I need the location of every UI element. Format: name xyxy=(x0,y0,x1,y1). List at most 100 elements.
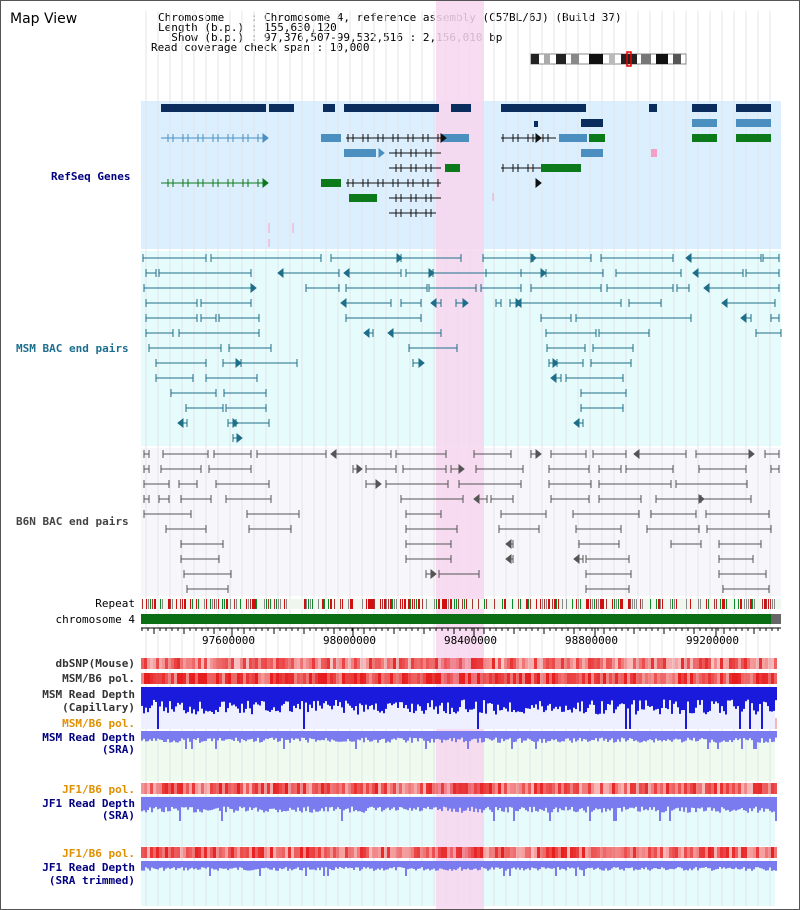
msm-sra-depth-bar xyxy=(533,731,535,742)
jf1-sra-depth-bar xyxy=(283,797,285,811)
repeat-element xyxy=(616,599,617,609)
msm-cap-depth-bar xyxy=(387,687,389,704)
jf1-trim-depth-bar xyxy=(299,861,301,870)
msm-b6-pol-heat xyxy=(492,673,495,684)
jf1-b6-pol-heat xyxy=(240,783,243,794)
jf1-b6-pol-heat xyxy=(624,783,627,794)
msm-b6-pol-heat xyxy=(582,673,585,684)
msm-sra-depth-bar xyxy=(503,731,505,742)
msm-cap-depth-bar xyxy=(463,687,465,700)
jf1-b6-pol-heat xyxy=(294,847,297,858)
dbsnp-heat xyxy=(456,658,459,669)
ideogram-band xyxy=(531,54,539,64)
msm-sra-depth-bar xyxy=(749,731,751,739)
msm-cap-depth-bar xyxy=(401,687,403,703)
jf1-trim-depth-bar xyxy=(175,861,177,870)
jf1-trim-depth-bar xyxy=(151,861,153,868)
msm-cap-depth-bar xyxy=(629,687,631,729)
msm-sra-depth-bar xyxy=(201,731,203,742)
jf1-trim-depth-bar xyxy=(285,861,287,868)
msm-sra-depth-bar xyxy=(433,731,435,743)
msm-sra-depth-bar xyxy=(197,731,199,739)
track-label-jf1-depth-trim: JF1 Read Depth xyxy=(42,861,135,874)
msm-cap-depth-bar xyxy=(457,687,459,712)
msm-b6-pol-heat xyxy=(291,673,294,684)
msm-bac-arrow xyxy=(177,417,184,429)
jf1-trim-depth-bar xyxy=(253,861,255,870)
jf1-sra-depth-bar xyxy=(363,797,365,813)
msm-b6-pol-heat xyxy=(213,673,216,684)
repeat-element xyxy=(572,599,573,609)
jf1-trim-depth-bar xyxy=(343,861,345,869)
jf1-sra-depth-bar xyxy=(369,797,371,808)
jf1-b6-pol-heat xyxy=(321,783,324,794)
jf1-sra-depth-bar xyxy=(217,797,219,808)
repeat-element xyxy=(192,599,193,609)
msm-cap-depth-bar xyxy=(235,687,237,707)
msm-sra-depth-bar xyxy=(633,731,635,742)
jf1-sra-depth-bar xyxy=(775,797,777,821)
jf1-trim-depth-bar xyxy=(275,861,277,871)
msm-cap-depth-bar xyxy=(239,687,241,713)
jf1-sra-depth-bar xyxy=(723,797,725,809)
jf1-sra-depth-bar xyxy=(225,797,227,813)
jf1-sra-depth-bar xyxy=(147,797,149,811)
jf1-b6-pol-heat xyxy=(501,847,504,858)
msm-cap-depth-bar xyxy=(655,687,657,710)
jf1-trim-depth-bar xyxy=(321,861,323,868)
repeat-element xyxy=(150,599,151,609)
msm-cap-depth-bar xyxy=(177,687,179,703)
jf1-sra-depth-bar xyxy=(213,797,215,810)
jf1-trim-depth-bar xyxy=(369,861,371,869)
jf1-b6-pol-heat xyxy=(555,847,558,858)
jf1-trim-depth-bar xyxy=(689,861,691,869)
jf1-b6-pol-heat xyxy=(399,847,402,858)
jf1-sra-depth-bar xyxy=(589,797,591,821)
msm-b6-pol-heat xyxy=(249,673,252,684)
dbsnp-heat xyxy=(768,658,771,669)
msm-cap-depth-bar xyxy=(591,687,593,701)
msm-cap-depth-bar xyxy=(395,687,397,703)
dbsnp-heat xyxy=(738,658,741,669)
jf1-sra-depth-bar xyxy=(741,797,743,809)
msm-cap-depth-bar xyxy=(259,687,261,706)
jf1-sra-depth-bar xyxy=(747,797,749,813)
jf1-trim-depth-bar xyxy=(217,861,219,871)
jf1-b6-pol-heat xyxy=(405,847,408,858)
jf1-b6-pol-heat xyxy=(471,783,474,794)
jf1-b6-pol-heat xyxy=(360,847,363,858)
dbsnp-heat xyxy=(414,658,417,669)
dbsnp-heat xyxy=(225,658,228,669)
dbsnp-heat xyxy=(324,658,327,669)
msm-cap-depth-bar xyxy=(309,687,311,705)
jf1-b6-pol-heat xyxy=(222,783,225,794)
jf1-sra-depth-bar xyxy=(333,797,335,811)
msm-b6-pol-heat xyxy=(330,673,333,684)
msm-cap-depth-bar xyxy=(171,687,173,710)
repeat-element xyxy=(588,599,589,609)
jf1-trim-depth-bar xyxy=(141,861,143,871)
msm-cap-depth-bar xyxy=(165,687,167,708)
msm-b6-pol-heat xyxy=(750,673,753,684)
jf1-trim-depth-bar xyxy=(495,861,497,868)
dbsnp-heat xyxy=(555,658,558,669)
jf1-trim-depth-bar xyxy=(763,861,765,870)
msm-cap-depth-bar xyxy=(767,687,769,707)
msm-cap-depth-bar xyxy=(719,687,721,713)
repeat-element xyxy=(674,599,675,609)
dbsnp-heat xyxy=(603,658,606,669)
msm-sra-depth-bar xyxy=(391,731,393,740)
jf1-sra-depth-bar xyxy=(499,797,501,808)
dbsnp-heat xyxy=(750,658,753,669)
msm-b6-pol-heat xyxy=(771,673,774,684)
jf1-b6-pol-heat xyxy=(486,783,489,794)
jf1-b6-pol-heat xyxy=(630,847,633,858)
msm-cap-depth-bar xyxy=(357,687,359,715)
msm-b6-pol-heat xyxy=(477,673,480,684)
jf1-trim-depth-bar xyxy=(243,861,245,870)
jf1-b6-pol-heat xyxy=(336,847,339,858)
msm-b6-pol-heat xyxy=(669,673,672,684)
msm-cap-depth-bar xyxy=(241,687,243,704)
